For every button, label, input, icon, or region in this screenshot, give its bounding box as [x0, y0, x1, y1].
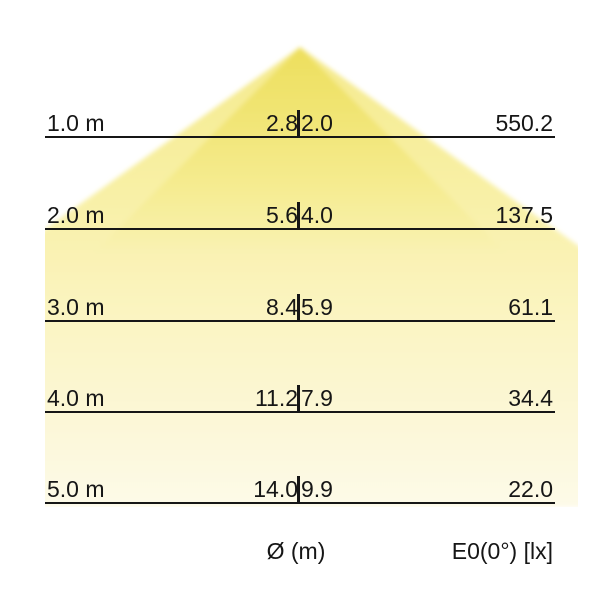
diameter-axis-label: Ø (m)	[266, 538, 326, 564]
diameter-divider-tick	[297, 294, 300, 320]
illuminance-axis-label: E0(0°) [lx]	[451, 538, 553, 564]
diameter-narrow-value: 4.0	[301, 202, 333, 228]
distance-line	[45, 502, 555, 504]
distance-line	[45, 411, 555, 413]
distance-line	[45, 136, 555, 138]
diameter-divider-tick	[297, 476, 300, 502]
inner-beam-cone	[45, 47, 578, 507]
diameter-divider-tick	[297, 202, 300, 228]
diameter-wide-value: 2.8	[266, 110, 298, 136]
diameter-narrow-value: 2.0	[301, 110, 333, 136]
diameter-narrow-value: 9.9	[301, 476, 333, 502]
illuminance-value: 34.4	[508, 385, 553, 411]
distance-line	[45, 228, 555, 230]
distance-label: 3.0 m	[47, 294, 105, 320]
distance-label: 4.0 m	[47, 385, 105, 411]
illuminance-value: 137.5	[495, 202, 553, 228]
diameter-narrow-value: 7.9	[301, 385, 333, 411]
diameter-wide-value: 11.2	[254, 385, 298, 411]
diameter-wide-value: 14.0	[253, 476, 298, 502]
distance-line	[45, 320, 555, 322]
diameter-wide-value: 5.6	[266, 202, 298, 228]
diameter-divider-tick	[297, 385, 300, 411]
diameter-narrow-value: 5.9	[301, 294, 333, 320]
distance-label: 2.0 m	[47, 202, 105, 228]
distance-label: 1.0 m	[47, 110, 105, 136]
distance-label: 5.0 m	[47, 476, 105, 502]
diameter-wide-value: 8.4	[266, 294, 298, 320]
illuminance-value: 61.1	[508, 294, 553, 320]
diameter-divider-tick	[297, 110, 300, 136]
illuminance-value: 550.2	[495, 110, 553, 136]
illuminance-value: 22.0	[508, 476, 553, 502]
